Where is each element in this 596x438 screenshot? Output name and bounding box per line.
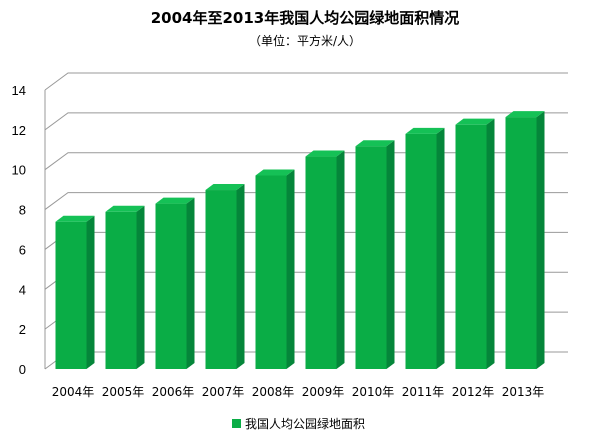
bar-top [455, 118, 495, 125]
bar-side [186, 197, 195, 369]
legend: 我国人均公园绿地面积 [232, 416, 365, 431]
bar-front [155, 203, 187, 369]
bar [455, 118, 495, 369]
bar-top [405, 127, 445, 134]
bar-side [286, 169, 295, 369]
bar-top [155, 197, 195, 204]
x-category-label: 2004年 [52, 385, 95, 399]
x-axis-categories: 2004年 2005年 2006年 2007年 2008年 2009年 2010年 2011年… [52, 385, 545, 399]
bar-side [236, 184, 245, 369]
bar-side [536, 111, 545, 370]
y-tick-label: 10 [12, 163, 26, 178]
bar-top [505, 111, 545, 118]
x-category-label: 2013年 [502, 385, 545, 399]
bar-top [305, 150, 345, 157]
bars [55, 111, 545, 370]
x-category-label: 2008年 [252, 385, 295, 399]
x-category-label: 2012年 [452, 385, 495, 399]
bar-top [255, 169, 295, 176]
bar-front [505, 117, 537, 369]
bar-side [486, 118, 495, 369]
legend-label: 我国人均公园绿地面积 [245, 416, 365, 431]
y-axis-ticks: 0 2 4 6 8 10 12 14 [12, 83, 26, 377]
bar-side [136, 205, 145, 369]
x-category-label: 2011年 [402, 385, 445, 399]
bar-front [105, 211, 137, 369]
y-tick-label: 8 [19, 203, 26, 218]
x-category-label: 2007年 [202, 385, 245, 399]
bar-front [305, 156, 337, 369]
bar [355, 140, 395, 369]
y-tick-label: 12 [12, 123, 26, 138]
legend-marker [232, 419, 241, 428]
bar [305, 150, 345, 369]
x-category-label: 2005年 [102, 385, 145, 399]
bar [405, 127, 445, 369]
bar-front [205, 190, 237, 369]
bar-front [55, 221, 87, 369]
bar-side [386, 140, 395, 369]
bar-side [436, 127, 445, 369]
x-category-label: 2010年 [352, 385, 395, 399]
bar [505, 111, 545, 370]
bar [205, 184, 245, 369]
y-tick-label: 0 [19, 362, 26, 377]
x-category-label: 2006年 [152, 385, 195, 399]
bar-top [55, 215, 95, 222]
bar [55, 215, 95, 369]
chart-title: 2004年至2013年我国人均公园绿地面积情况 [151, 9, 460, 27]
y-tick-label: 6 [19, 242, 26, 257]
bar-top [355, 140, 395, 147]
y-tick-label: 4 [19, 282, 26, 297]
bar-front [455, 124, 487, 369]
bar-front [255, 175, 287, 369]
bar-side [86, 215, 95, 369]
gridline [44, 72, 568, 91]
y-tick-label: 14 [12, 83, 26, 98]
gridline [44, 152, 568, 171]
bar [155, 197, 195, 369]
bar-top [205, 184, 245, 191]
y-tick-label: 2 [19, 322, 26, 337]
bar [255, 169, 295, 369]
chart-subtitle: （单位：平方米/人） [249, 33, 361, 48]
gridline [44, 112, 568, 131]
bar-front [405, 133, 437, 369]
bar-top [105, 205, 145, 212]
bar-side [336, 150, 345, 369]
bar [105, 205, 145, 369]
bar-front [355, 146, 387, 369]
gridline [44, 192, 568, 210]
x-category-label: 2009年 [302, 385, 345, 399]
